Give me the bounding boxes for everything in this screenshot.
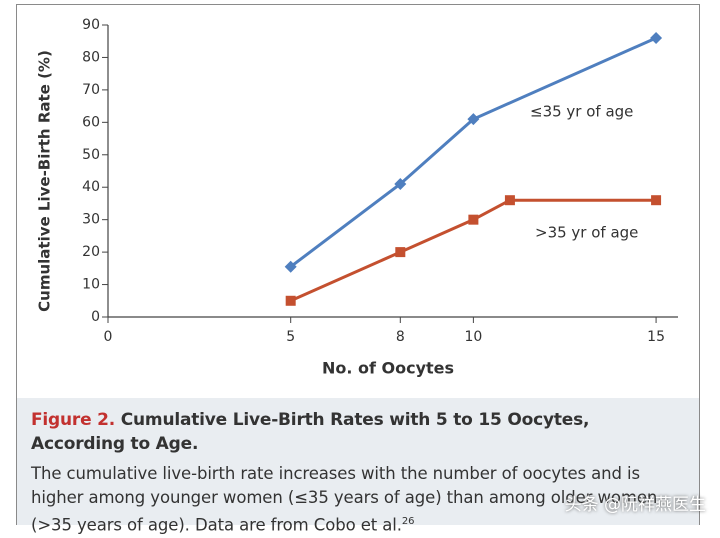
x-tick-label: 8 bbox=[396, 329, 405, 345]
x-tick-label: 10 bbox=[464, 329, 482, 345]
caption-heading: Cumulative Live-Birth Rates with 5 to 15… bbox=[31, 410, 589, 454]
caption-title: Figure 2. Cumulative Live-Birth Rates wi… bbox=[31, 408, 685, 456]
watermark: 头条 @阮祥燕医生 bbox=[565, 490, 706, 515]
y-tick-label: 90 bbox=[82, 17, 100, 33]
y-tick-label: 0 bbox=[91, 309, 100, 325]
series-label: >35 yr of age bbox=[535, 224, 638, 242]
y-tick-label: 10 bbox=[82, 277, 100, 293]
y-tick-label: 20 bbox=[82, 244, 100, 260]
x-tick-label: 5 bbox=[286, 329, 295, 345]
page: {"chart_data": {"type": "line", "xlabel"… bbox=[0, 0, 720, 525]
series-label: ≤35 yr of age bbox=[530, 103, 633, 121]
caption-text: The cumulative live-birth rate increases… bbox=[31, 464, 657, 535]
point bbox=[651, 195, 661, 205]
point bbox=[286, 296, 296, 306]
y-axis-label: Cumulative Live-Birth Rate (%) bbox=[36, 50, 54, 312]
y-tick-label: 60 bbox=[82, 114, 100, 130]
x-tick-label: 0 bbox=[104, 329, 113, 345]
point bbox=[650, 32, 662, 44]
citation: 26 bbox=[402, 516, 415, 527]
point bbox=[395, 247, 405, 257]
y-tick-label: 80 bbox=[82, 49, 100, 65]
x-tick-label: 15 bbox=[647, 329, 665, 345]
point bbox=[505, 195, 515, 205]
caption-label: Figure 2. bbox=[31, 410, 115, 430]
y-tick-label: 50 bbox=[82, 147, 100, 163]
point bbox=[468, 215, 478, 225]
y-tick-label: 70 bbox=[82, 82, 100, 98]
y-tick-label: 40 bbox=[82, 179, 100, 195]
chart: 0 10 20 30 40 50 60 70 80 90 0 5 8 10 15 No. of Oocytes… bbox=[0, 0, 720, 398]
y-tick-label: 30 bbox=[82, 212, 100, 228]
x-axis-label: No. of Oocytes bbox=[322, 359, 454, 378]
